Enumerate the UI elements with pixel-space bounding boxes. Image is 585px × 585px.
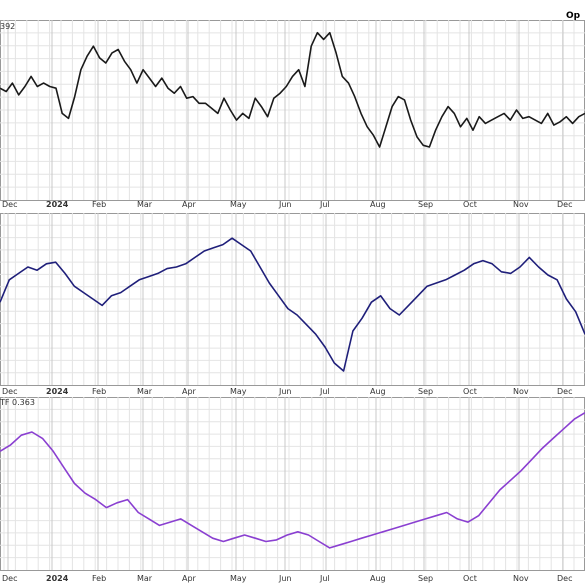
x-tick-label: Dec [557, 574, 572, 583]
x-tick-label: Oct [463, 574, 477, 583]
x-tick-label: Sep [418, 200, 433, 209]
x-tick-label: Jun [278, 200, 292, 209]
x-tick-label: 2024 [46, 574, 69, 583]
x-tick-label: Jun [278, 387, 292, 396]
x-tick-label: Aug [370, 574, 386, 583]
x-tick-label: Mar [137, 387, 153, 396]
x-tick-label: Feb [92, 387, 106, 396]
x-tick-label: Aug [370, 387, 386, 396]
x-tick-label: May [230, 200, 247, 209]
x-tick-label: Apr [182, 200, 197, 209]
x-tick-label: Nov [513, 574, 529, 583]
x-tick-label: Nov [513, 200, 529, 209]
x-tick-label: Sep [418, 574, 433, 583]
x-tick-label: Feb [92, 200, 106, 209]
x-tick-label: May [230, 387, 247, 396]
x-tick-label: Nov [513, 387, 529, 396]
indicator-panel-blue: Dec 2024 Feb Mar Apr May Jun Jul Aug Sep Oct Nov Dec [0, 213, 585, 396]
price-panel: Dec 2024 Feb Mar Apr May Jun Jul Aug Sep Oct Nov Dec… [0, 20, 585, 209]
corner-label: Op [566, 11, 581, 21]
x-tick-label: Feb [92, 574, 106, 583]
indicator-label: 392 [0, 22, 15, 31]
x-tick-label: Jul [319, 387, 330, 396]
x-tick-label: Jun [278, 574, 292, 583]
x-tick-label: Dec [2, 387, 17, 396]
x-tick-label: 2024 [46, 200, 69, 209]
x-tick-label: Oct [463, 387, 477, 396]
x-tick-label: Dec [2, 574, 17, 583]
series-line [0, 237, 585, 372]
x-tick-label: Jul [319, 200, 330, 209]
x-tick-label: Dec [557, 200, 572, 209]
x-tick-label: Dec [2, 200, 17, 209]
x-tick-label: Mar [137, 200, 153, 209]
x-tick-label: Sep [418, 387, 433, 396]
x-tick-label: May [230, 574, 247, 583]
x-tick-label: Aug [370, 200, 386, 209]
x-tick-label: Oct [463, 200, 477, 209]
series-line [0, 31, 585, 148]
x-tick-label: 2024 [46, 387, 69, 396]
x-tick-label: Jul [319, 574, 330, 583]
x-tick-label: Apr [182, 387, 197, 396]
series-line [0, 412, 585, 549]
indicator-label: TF 0.363 [0, 398, 35, 407]
x-tick-label: Apr [182, 574, 197, 583]
x-tick-label: Dec [557, 387, 572, 396]
indicator-panel-purple: Dec 2024 Feb Mar Apr May Jun Jul Aug Sep Oct Nov Dec… [0, 397, 585, 583]
x-tick-label: Mar [137, 574, 153, 583]
